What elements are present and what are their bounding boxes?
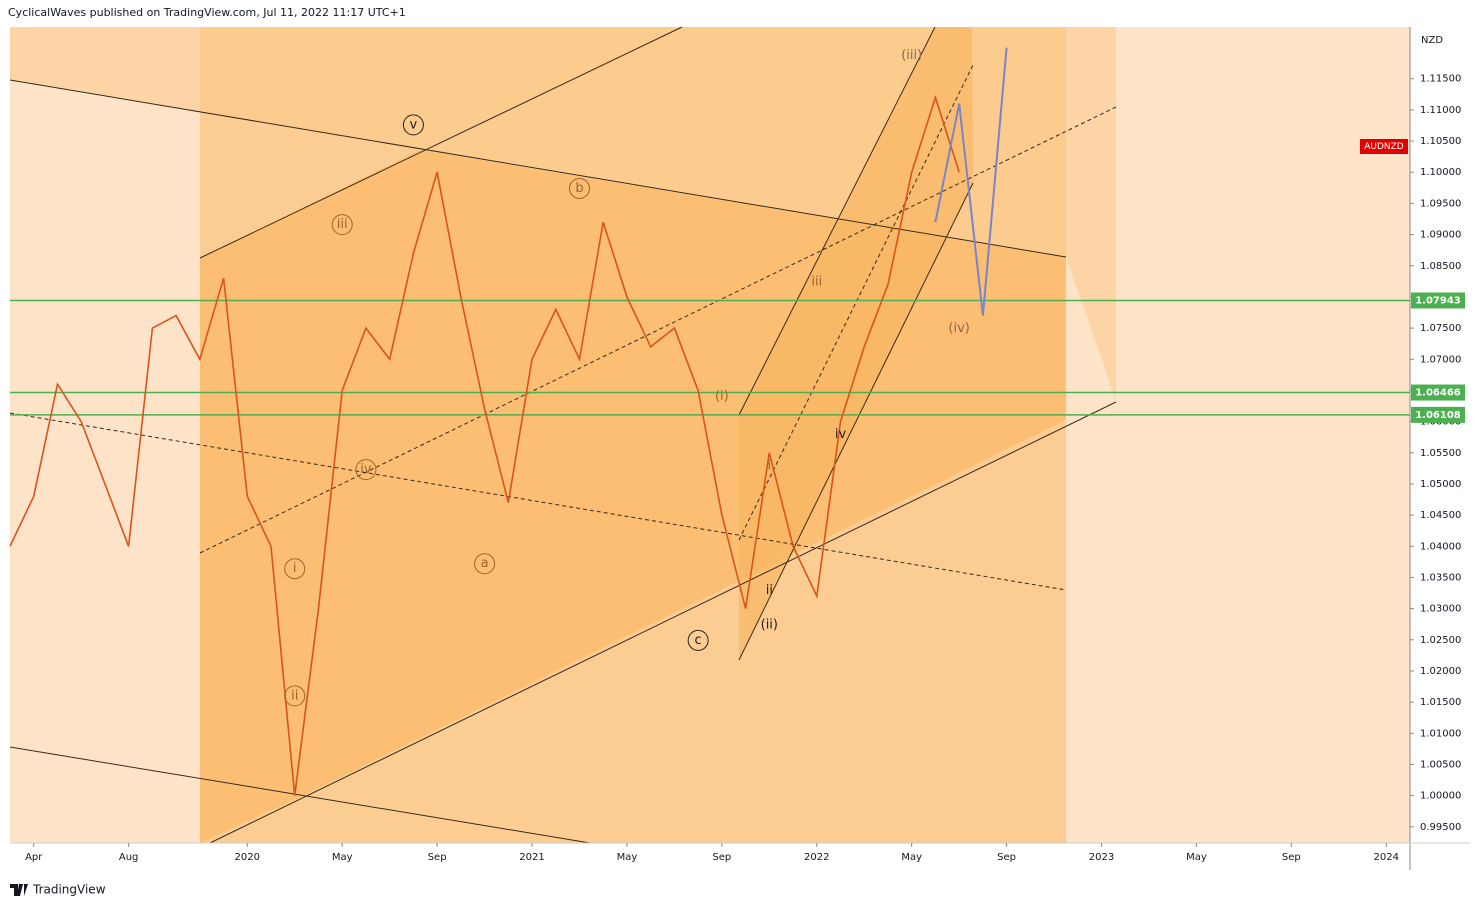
y-tick-label: 1.05500	[1420, 448, 1461, 459]
y-tick-label: 1.00500	[1420, 759, 1461, 770]
wave-circle	[355, 459, 377, 481]
y-tick-label: 1.04500	[1420, 510, 1461, 521]
x-tick-label: May	[901, 852, 922, 863]
x-tick-label: Sep	[428, 852, 447, 863]
x-tick-label: May	[617, 852, 638, 863]
y-tick-label: 1.10000	[1420, 167, 1461, 178]
footer: TradingView	[10, 883, 106, 897]
level-label: 1.06466	[1415, 388, 1461, 399]
x-tick-label: 2024	[1374, 852, 1399, 863]
wave-label: (ii)	[761, 617, 778, 632]
y-tick-label: 1.11000	[1420, 105, 1461, 116]
currency-label: NZD	[1421, 35, 1443, 46]
x-tick-label: 2022	[804, 852, 829, 863]
y-tick-label: 1.09000	[1420, 230, 1461, 241]
wave-circle	[568, 177, 590, 199]
wave-circle	[284, 685, 306, 707]
header-text: CyclicalWaves published on TradingView.c…	[8, 6, 406, 19]
level-tag	[1411, 406, 1465, 423]
y-tick-label: 1.02500	[1420, 635, 1461, 646]
y-tick-label: 1.01500	[1420, 697, 1461, 708]
wave-label: iv	[835, 427, 847, 442]
y-tick-label: 1.01000	[1420, 728, 1461, 739]
x-tick-label: May	[1186, 852, 1207, 863]
wave-label: v	[410, 117, 418, 132]
y-tick-label: 1.11500	[1420, 74, 1461, 85]
y-tick-label: 1.08500	[1420, 261, 1461, 272]
wave-label: (iii)	[901, 48, 922, 63]
wave-label: ii	[291, 688, 298, 703]
wave-label: i	[768, 458, 772, 473]
y-tick-label: 1.09500	[1420, 198, 1461, 209]
x-tick-label: Sep	[712, 852, 731, 863]
y-tick-label: 1.03000	[1420, 604, 1461, 615]
plot-background	[10, 27, 1410, 843]
y-tick-label: 1.00000	[1420, 791, 1461, 802]
x-tick-label: Sep	[997, 852, 1016, 863]
y-tick-label: 1.07500	[1420, 323, 1461, 334]
y-tick-label: 0.99500	[1420, 822, 1461, 833]
x-tick-label: 2023	[1089, 852, 1114, 863]
wave-label: (iv)	[948, 321, 969, 336]
wave-label: iii	[811, 274, 822, 289]
wave-label: ii	[766, 583, 773, 598]
y-tick-label: 1.07000	[1420, 354, 1461, 365]
wave-circle	[331, 214, 353, 236]
x-tick-label: May	[332, 852, 353, 863]
wave-label: i	[293, 561, 297, 576]
level-label: 1.07943	[1415, 295, 1461, 306]
wave-label: (i)	[715, 389, 729, 404]
symbol-label: AUDNZD	[1364, 142, 1404, 152]
price-line	[9, 94, 960, 796]
wave-label: iii	[337, 217, 348, 232]
y-tick-label: 1.02000	[1420, 666, 1461, 677]
wave-label: c	[695, 633, 702, 648]
x-tick-label: 2021	[519, 852, 544, 863]
wave-circle	[687, 629, 709, 651]
y-tick-label: 1.10500	[1420, 136, 1461, 147]
y-tick-label: 1.04000	[1420, 541, 1461, 552]
footer-brand: TradingView	[32, 883, 106, 897]
y-tick-label: 1.03500	[1420, 572, 1461, 583]
x-tick-label: Aug	[119, 852, 139, 863]
level-label: 1.06108	[1415, 410, 1461, 421]
level-tag	[1411, 384, 1465, 401]
wave-label: iv	[360, 462, 372, 477]
wave-circle	[474, 553, 496, 575]
wave-label: b	[575, 181, 583, 196]
wave-circle	[402, 114, 424, 136]
wave-circle	[284, 558, 306, 580]
level-tag	[1411, 292, 1465, 309]
trend-lines	[9, 26, 1117, 844]
x-tick-label: 2020	[235, 852, 260, 863]
projection-line	[934, 47, 1008, 316]
y-tick-label: 1.05000	[1420, 479, 1461, 490]
x-tick-label: Sep	[1282, 852, 1301, 863]
x-tick-label: Apr	[25, 852, 43, 863]
wave-label: a	[481, 556, 489, 571]
symbol-tag	[1360, 139, 1408, 154]
